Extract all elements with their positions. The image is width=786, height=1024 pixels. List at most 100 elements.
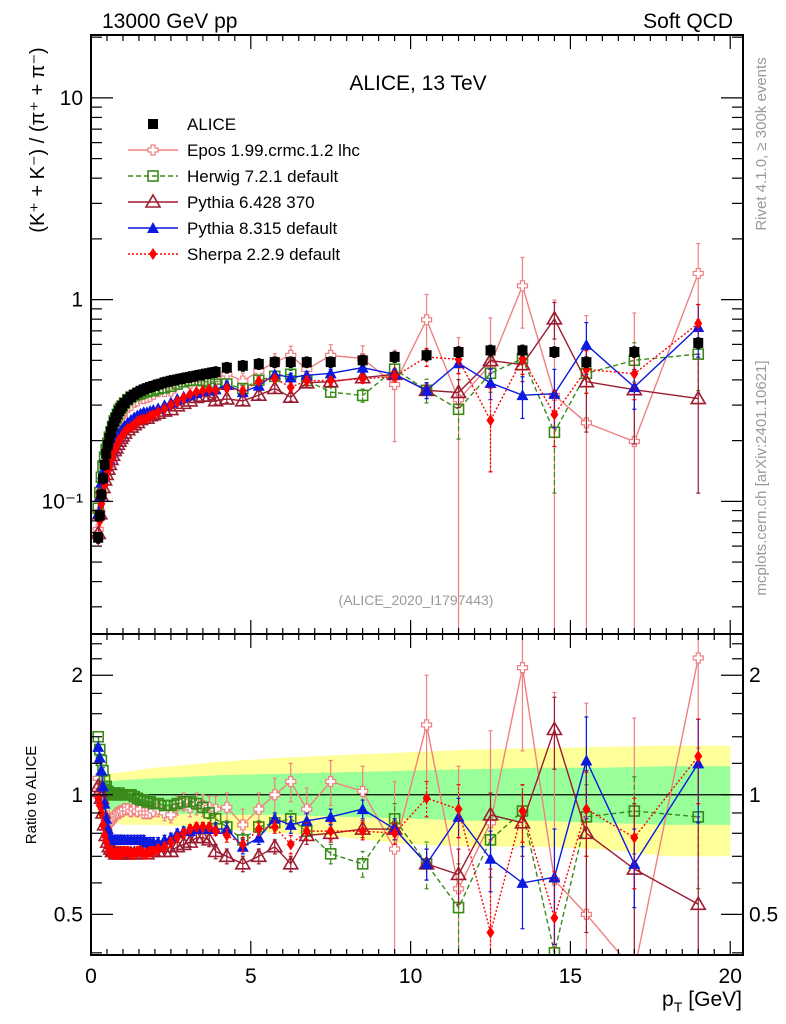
data-point — [192, 385, 201, 398]
ratio-point — [356, 858, 369, 870]
ratio-point — [211, 825, 220, 838]
data-point — [484, 376, 497, 388]
main-panel-series — [91, 242, 707, 634]
x-tick-label: 0 — [85, 965, 97, 988]
data-point — [581, 357, 592, 368]
ratio-point — [175, 835, 193, 851]
ratio-point — [222, 829, 231, 842]
ratio-point — [198, 820, 207, 833]
data-point — [253, 358, 264, 369]
data-point — [205, 383, 214, 396]
ratio-point — [162, 842, 180, 858]
ratio-point — [282, 855, 300, 870]
ratio-point — [326, 825, 335, 838]
data-point — [577, 373, 595, 388]
legend-label: Pythia 8.315 default — [187, 219, 338, 238]
ratio-point — [192, 820, 201, 833]
data-point — [326, 374, 335, 387]
ratio-y-tick-label: 1 — [71, 784, 83, 807]
data-point — [154, 405, 163, 418]
data-point — [166, 398, 175, 411]
ratio-point — [356, 803, 369, 815]
data-point — [96, 489, 107, 500]
series-line — [97, 317, 699, 534]
ratio-point — [160, 840, 169, 853]
ratio-point — [266, 838, 284, 853]
data-point — [198, 384, 207, 397]
data-point — [285, 357, 296, 368]
ratio-point — [95, 764, 108, 776]
legend-item: Epos 1.99.crmc.1.2 lhc — [128, 141, 360, 160]
x-tick-label: 15 — [559, 965, 582, 988]
x-tick-label: 5 — [245, 965, 257, 988]
data-point — [218, 390, 236, 405]
data-point — [549, 346, 560, 357]
legend-label: Sherpa 2.2.9 default — [187, 245, 340, 264]
series-alice — [93, 337, 704, 544]
ratio-point — [181, 833, 199, 848]
data-point — [204, 368, 215, 379]
data-point — [693, 337, 704, 348]
ratio-point — [218, 847, 236, 863]
ratio-point — [165, 809, 177, 821]
ratio-point — [582, 803, 591, 816]
header-right: Soft QCD — [643, 10, 733, 33]
x-axis-label-unit: [GeV] — [688, 988, 742, 1011]
ratio-point — [692, 652, 704, 664]
data-point — [237, 375, 249, 387]
data-point — [358, 372, 367, 385]
legend-label: ALICE — [187, 115, 236, 134]
legend-marker — [149, 248, 157, 260]
ratio-point — [486, 926, 495, 939]
ratio-point — [152, 797, 164, 810]
data-point — [356, 361, 369, 373]
ratio-point — [250, 847, 268, 863]
ratio-point — [285, 775, 297, 788]
ratio-point — [689, 895, 707, 911]
data-point — [450, 383, 467, 399]
legend-item: Herwig 7.2.1 default — [128, 167, 338, 186]
ratio-point — [516, 876, 529, 888]
x-axis-label-main: p — [662, 988, 674, 1011]
data-point — [185, 371, 196, 382]
data-point — [94, 510, 105, 521]
ratio-point — [518, 805, 527, 818]
data-point — [238, 384, 247, 397]
ratio-point — [144, 796, 156, 808]
data-point — [159, 377, 170, 388]
ratio-point — [516, 662, 529, 674]
ratio-point — [205, 820, 214, 833]
data-point — [197, 369, 208, 380]
ratio-point — [96, 780, 109, 792]
ratio-point — [165, 799, 177, 812]
ratio-point — [238, 838, 247, 851]
ratio-point — [420, 857, 433, 869]
data-point — [160, 402, 169, 415]
data-point — [165, 375, 176, 386]
data-point — [546, 310, 563, 325]
ratio-point — [325, 775, 337, 788]
ratio-point — [482, 806, 499, 821]
data-point — [211, 384, 220, 397]
data-point — [222, 382, 231, 395]
ratio-point — [269, 789, 281, 801]
ratio-point — [207, 842, 225, 858]
x-axis-label: pT [GeV] — [662, 988, 742, 1015]
ratio-point — [171, 797, 184, 810]
data-point — [629, 346, 640, 357]
ratio-point — [234, 855, 252, 870]
series-pythia-6-428-370 — [91, 301, 707, 540]
ratio-point — [300, 814, 313, 826]
ratio-point — [186, 823, 195, 836]
data-point — [482, 352, 499, 367]
legend-item: Sherpa 2.2.9 default — [128, 245, 340, 264]
rivet-label: Rivet 4.1.0, ≥ 300k events — [753, 57, 770, 230]
data-point — [516, 280, 529, 292]
data-point — [325, 357, 336, 368]
data-point — [254, 375, 263, 388]
data-point — [99, 459, 110, 470]
x-axis-label-sub: T — [674, 999, 683, 1015]
legend-marker — [147, 170, 159, 182]
data-point — [207, 392, 225, 407]
